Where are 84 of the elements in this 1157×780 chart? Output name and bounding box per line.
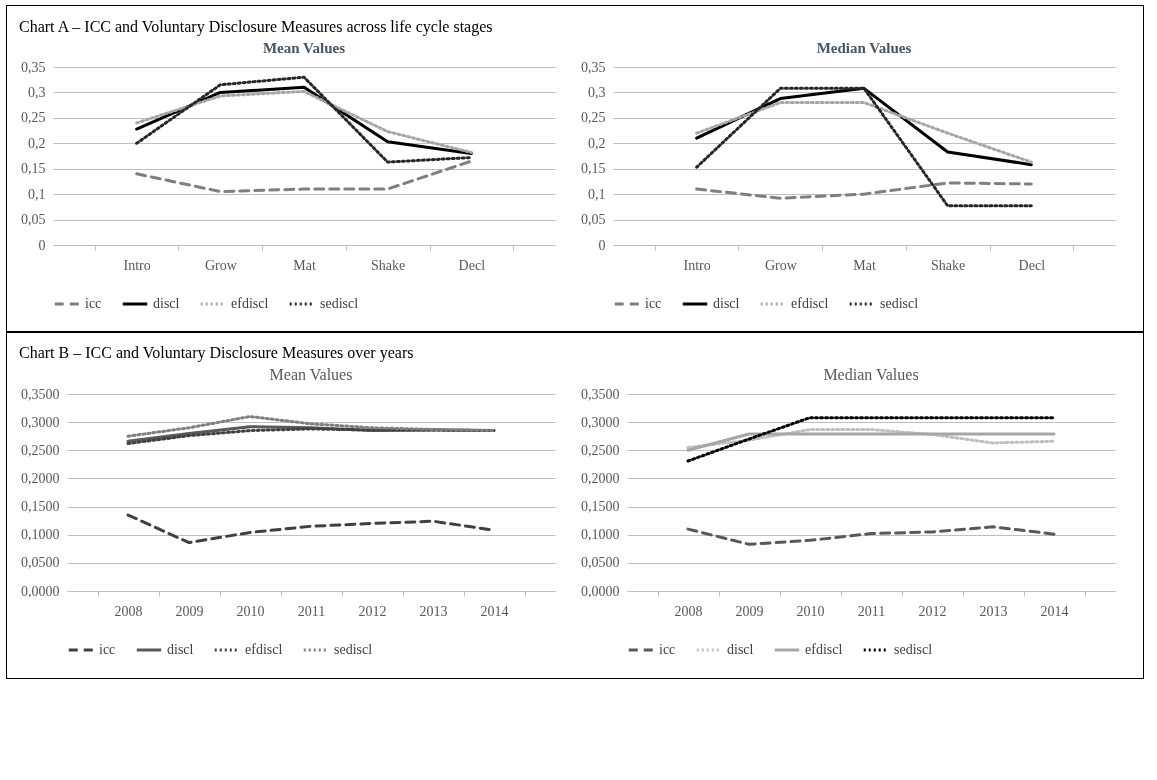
y-tick-label: 0,2 bbox=[588, 135, 606, 151]
x-tick-label: 2014 bbox=[1040, 603, 1069, 619]
y-tick-label: 0,3500 bbox=[581, 386, 620, 402]
x-tick-label: 2011 bbox=[857, 603, 886, 619]
x-tick-label: Intro bbox=[123, 257, 151, 272]
legend-label: sediscl bbox=[894, 642, 933, 657]
y-tick-label: 0,2000 bbox=[581, 470, 620, 486]
x-tick-label: 2012 bbox=[918, 603, 947, 619]
y-tick-label: 0,1000 bbox=[581, 527, 620, 543]
x-tick-label: 2010 bbox=[796, 603, 825, 619]
legend-label: icc bbox=[645, 295, 662, 311]
y-tick-label: 0,15 bbox=[581, 160, 606, 176]
y-tick-label: 0,25 bbox=[581, 109, 606, 125]
x-tick-label: Decl bbox=[1018, 257, 1046, 272]
chart-subtitle: Mean Values bbox=[262, 39, 346, 56]
legend-label: sediscl bbox=[334, 642, 373, 657]
y-tick-label: 0,25 bbox=[21, 109, 46, 125]
y-tick-label: 0,1 bbox=[28, 186, 46, 202]
y-tick-label: 0,1500 bbox=[581, 499, 620, 515]
legend-label: efdiscl bbox=[791, 295, 829, 311]
line-series bbox=[695, 180, 1033, 200]
x-tick-label: 2011 bbox=[297, 603, 326, 619]
legend-label: sediscl bbox=[880, 295, 919, 311]
y-tick-label: 0,1 bbox=[588, 186, 606, 202]
y-tick-label: 0,2500 bbox=[581, 442, 620, 458]
y-tick-label: 0,05 bbox=[581, 211, 606, 227]
y-tick-label: 0,1000 bbox=[21, 527, 60, 543]
legend-label: efdiscl bbox=[245, 642, 283, 657]
legend-label: icc bbox=[85, 295, 102, 311]
y-tick-label: 0 bbox=[38, 237, 46, 252]
x-tick-label: Shake bbox=[371, 257, 406, 272]
x-tick-label: 2008 bbox=[674, 603, 703, 619]
legend-label: sediscl bbox=[320, 295, 359, 311]
chart-title: Median Values bbox=[816, 39, 912, 56]
chart-subtitle: Mean Values bbox=[269, 366, 353, 383]
x-tick-label: Mat bbox=[293, 257, 316, 272]
y-tick-label: 0,3 bbox=[588, 84, 606, 100]
y-tick-label: 0,35 bbox=[21, 59, 46, 74]
y-tick-label: 0,05 bbox=[21, 211, 46, 227]
x-tick-label: 2009 bbox=[175, 603, 204, 619]
legend-label: discl bbox=[167, 642, 194, 657]
chart-title: Median Values bbox=[823, 366, 919, 383]
y-tick-label: 0,3000 bbox=[581, 414, 620, 430]
legend-label: discl bbox=[727, 642, 754, 657]
x-tick-label: Grow bbox=[204, 257, 238, 272]
y-tick-label: 0 bbox=[598, 237, 606, 252]
legend-label: icc bbox=[99, 642, 116, 657]
legend-label: efdiscl bbox=[231, 295, 269, 311]
legend-label: discl bbox=[713, 295, 740, 311]
x-tick-label: 2013 bbox=[979, 603, 1008, 619]
y-tick-label: 0,3500 bbox=[21, 386, 60, 402]
chart-title: Chart B – ICC and Voluntary Disclosure Measures over years bbox=[19, 344, 415, 362]
y-tick-label: 0,35 bbox=[581, 59, 606, 74]
y-tick-label: 0,3000 bbox=[21, 414, 60, 430]
x-tick-label: 2014 bbox=[480, 603, 509, 619]
y-tick-label: 0,3 bbox=[28, 84, 46, 100]
line-series bbox=[686, 525, 1056, 546]
y-tick-label: 0,2500 bbox=[21, 442, 60, 458]
x-tick-label: Grow bbox=[764, 257, 798, 272]
y-tick-label: 0,0500 bbox=[21, 555, 60, 571]
chart-title: Chart A – ICC and Voluntary Disclosure Measures across life cycle stages bbox=[19, 17, 494, 36]
x-tick-label: 2008 bbox=[114, 603, 143, 619]
y-tick-label: 0,1500 bbox=[21, 499, 60, 515]
line-series bbox=[686, 427, 1056, 449]
x-tick-label: 2012 bbox=[358, 603, 387, 619]
x-tick-label: Mat bbox=[853, 257, 876, 272]
line-series bbox=[126, 415, 496, 438]
line-series bbox=[135, 159, 473, 193]
legend-label: efdiscl bbox=[805, 642, 843, 657]
y-tick-label: 0,0000 bbox=[581, 583, 620, 599]
x-tick-label: 2013 bbox=[419, 603, 448, 619]
y-tick-label: 0,2000 bbox=[21, 470, 60, 486]
line-series bbox=[135, 75, 473, 164]
x-tick-label: Decl bbox=[458, 257, 486, 272]
legend-label: discl bbox=[153, 295, 180, 311]
y-tick-label: 0,15 bbox=[21, 160, 46, 176]
x-tick-label: Intro bbox=[683, 257, 711, 272]
y-tick-label: 0,0500 bbox=[581, 555, 620, 571]
x-tick-label: 2010 bbox=[236, 603, 265, 619]
legend-label: icc bbox=[659, 642, 676, 657]
y-tick-label: 0,0000 bbox=[21, 583, 60, 599]
x-tick-label: Shake bbox=[931, 257, 966, 272]
y-tick-label: 0,2 bbox=[28, 135, 46, 151]
x-tick-label: 2009 bbox=[735, 603, 764, 619]
